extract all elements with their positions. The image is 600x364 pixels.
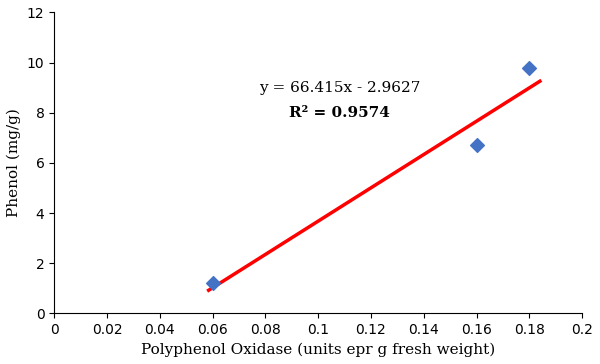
Text: R² = 0.9574: R² = 0.9574 xyxy=(289,106,390,120)
Y-axis label: Phenol (mg/g): Phenol (mg/g) xyxy=(7,108,22,217)
Point xyxy=(524,65,534,71)
Text: y = 66.415x - 2.9627: y = 66.415x - 2.9627 xyxy=(259,81,420,95)
Point xyxy=(472,142,481,148)
X-axis label: Polyphenol Oxidase (units epr g fresh weight): Polyphenol Oxidase (units epr g fresh we… xyxy=(141,343,496,357)
Point xyxy=(208,280,217,286)
